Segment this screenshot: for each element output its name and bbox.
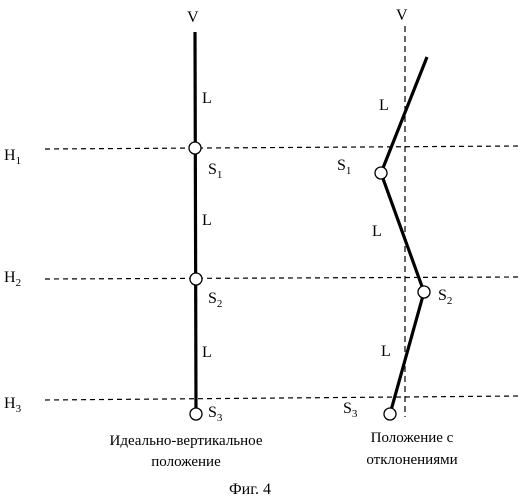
horizon-line-h2 [45,277,520,279]
left-string-line [195,32,196,412]
left-node-s2 [190,273,202,285]
right-node-s3 [384,408,396,420]
left-segment-label-3: L [202,344,212,361]
left-panel-caption-line2: положение [151,454,221,470]
left-panel-caption-line1: Идеально-вертикальное [109,433,262,449]
right-panel-caption-line2: отклонениями [366,452,457,468]
horizon-label-h3: H3 [4,395,22,415]
right-node-label-s2: S2 [438,287,452,307]
right-node-label-s1: S1 [337,157,351,177]
right-node-s1 [375,167,387,179]
left-node-s3 [190,408,202,420]
horizon-label-h1: H1 [4,147,21,167]
left-segment-label-2: L [202,212,212,229]
right-vertical-axis-label: V [396,7,408,24]
right-segment-label-2: L [372,223,382,240]
left-vertical-axis-label: V [187,9,199,26]
right-node-s2 [418,286,430,298]
right-node-label-s3: S3 [343,400,358,420]
left-node-s1 [189,142,201,154]
horizon-line-h1 [45,146,520,149]
left-segment-label-1: L [202,90,212,107]
right-panel-caption-line1: Положение с [371,430,454,446]
figure-caption: Фиг. 4 [229,481,271,498]
left-node-label-s2: S2 [208,290,222,310]
right-segment-label-1: L [379,97,389,114]
right-segment-label-3: L [381,343,391,360]
left-node-label-s1: S1 [208,161,222,181]
left-node-label-s3: S3 [208,404,223,424]
horizon-line-h3 [45,396,520,400]
horizon-label-h2: H2 [4,269,21,289]
